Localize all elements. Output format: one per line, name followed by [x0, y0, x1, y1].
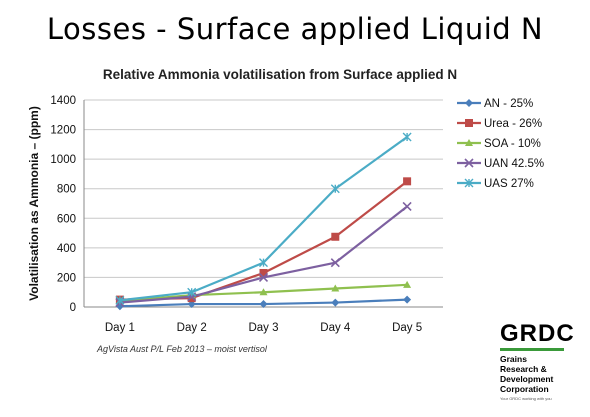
x-tick-label: Day 4: [320, 322, 351, 334]
y-tick-label: 0: [70, 302, 76, 314]
legend-marker-an-25: [465, 99, 473, 107]
data-point-an-25: [331, 298, 340, 307]
x-tick-label: Day 5: [392, 322, 422, 334]
y-tick-label: 1400: [50, 95, 76, 107]
legend-label-urea-26: Urea - 26%: [484, 118, 542, 130]
data-point-uan-42-5: [402, 201, 412, 212]
data-point-uan-42-5: [258, 272, 269, 282]
data-point-urea-26: [403, 177, 412, 186]
y-axis-label: Volatilisation as Ammonia – (ppm): [27, 106, 41, 301]
logo-tagline: Your GRDC working with you: [500, 396, 552, 401]
logo-word: GRDC: [500, 320, 575, 347]
logo-line-4: Corporation: [500, 384, 549, 394]
y-tick-label: 800: [57, 184, 76, 196]
logo-line-3: Development: [500, 374, 554, 384]
logo-line-1: Grains: [500, 354, 527, 364]
legend-marker-uas-27: [464, 178, 474, 188]
data-point-urea-26: [259, 268, 268, 277]
grdc-logo: GRDC Grains Research & Development Corpo…: [500, 322, 588, 408]
legend-label-uas-27: UAS 27%: [484, 178, 534, 190]
data-point-soa-10: [403, 280, 412, 288]
x-tick-label: Day 2: [177, 322, 207, 334]
slide-title: Losses - Surface applied Liquid N: [46, 12, 544, 46]
data-point-an-25: [403, 295, 412, 304]
data-point-uas-27: [115, 295, 125, 305]
data-point-urea-26: [331, 232, 340, 241]
legend-label-soa-10: SOA - 10%: [484, 138, 541, 150]
legend-marker-uan-42-5: [464, 158, 474, 168]
data-point-soa-10: [331, 284, 340, 292]
legend-label-uan-42-5: UAN 42.5%: [484, 158, 544, 170]
data-point-uas-27: [259, 258, 268, 268]
y-tick-label: 400: [57, 243, 76, 255]
legend-marker-urea-26: [465, 119, 473, 127]
y-tick-label: 1200: [50, 125, 76, 137]
y-tick-label: 1000: [50, 154, 76, 166]
legend-label-an-25: AN - 25%: [484, 98, 533, 110]
x-tick-label: Day 1: [105, 322, 135, 334]
data-point-soa-10: [259, 288, 268, 296]
logo-accent-bar: [500, 348, 564, 351]
data-point-uas-27: [330, 184, 340, 194]
source-note: AgVista Aust P/L Feb 2013 – moist vertis…: [97, 344, 267, 354]
logo-line-2: Research &: [500, 364, 547, 374]
data-point-uan-42-5: [330, 258, 340, 268]
y-tick-label: 600: [57, 213, 76, 225]
data-point-uas-27: [187, 287, 197, 297]
chart-title: Relative Ammonia volatilisation from Sur…: [103, 67, 457, 82]
data-point-an-25: [259, 300, 268, 309]
y-tick-label: 200: [57, 272, 76, 284]
series-line-uan-42-5: [119, 205, 408, 304]
data-point-uas-27: [402, 132, 412, 142]
x-tick-label: Day 3: [248, 322, 278, 334]
legend-marker-soa-10: [465, 139, 473, 146]
